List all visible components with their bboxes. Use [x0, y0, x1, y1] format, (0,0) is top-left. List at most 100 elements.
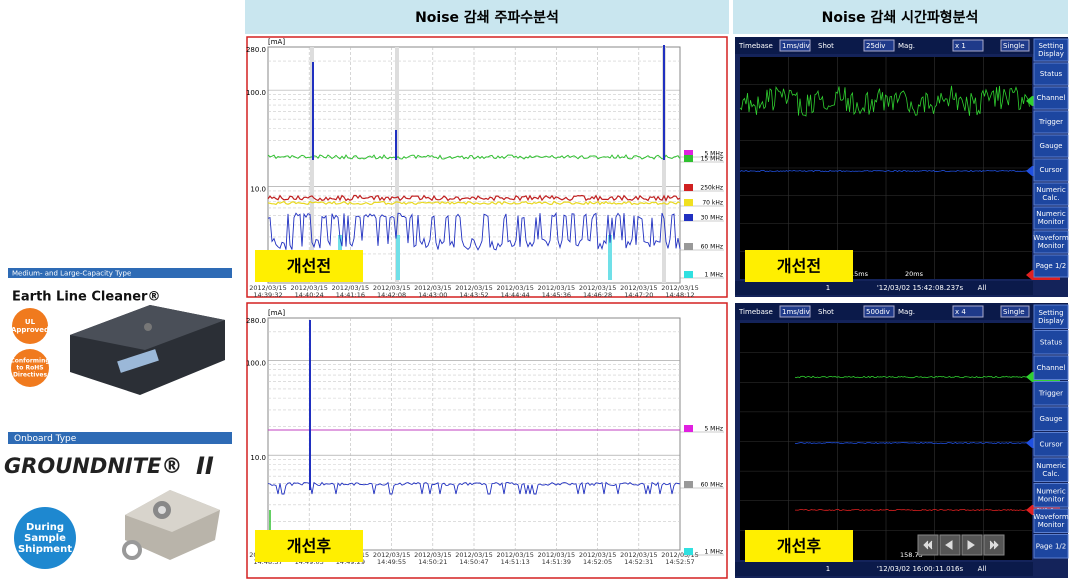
menu-button	[1033, 330, 1069, 355]
x-time-label: 14:52:31	[624, 558, 653, 566]
x-date-label: 2012/03/15	[373, 551, 410, 559]
menu-text: Setting	[1038, 42, 1063, 50]
toolbar-text: Single	[1003, 42, 1025, 50]
toolbar-box	[1000, 39, 1030, 52]
type-label: Onboard Type	[14, 434, 77, 444]
y-tick-label: 100.0	[246, 89, 266, 97]
menu-button	[1033, 110, 1069, 134]
legend-swatch	[684, 243, 693, 250]
trace	[267, 200, 681, 206]
x-time-label: 14:52:57	[665, 558, 694, 566]
toolbar-text: Single	[1003, 308, 1025, 316]
time-label: 15ms	[850, 270, 869, 278]
toolbar-text: Mag.	[898, 42, 915, 50]
x-time-label: 14:51:13	[501, 558, 530, 566]
section-header	[245, 0, 729, 34]
menu-button	[1033, 86, 1069, 110]
section-title: Noise 감쇄 시간파형분석	[822, 9, 979, 26]
time-label: 158.75	[900, 551, 923, 559]
x-time-label: 14:49:55	[377, 558, 406, 566]
menu-text: Display	[1038, 317, 1064, 325]
x-time-label: 14:45:36	[542, 291, 571, 299]
nav-icon	[967, 540, 975, 550]
menu-text: Page 1/2	[1036, 542, 1066, 550]
status-tag	[255, 250, 363, 282]
status-label: 개선후	[287, 537, 331, 556]
x-time-label: 14:47:20	[624, 291, 653, 299]
menu-text: Cursor	[1039, 166, 1062, 174]
badge-text: Directives	[13, 372, 48, 379]
menu-text: Channel	[1037, 364, 1066, 372]
toolbar-text: Timebase	[738, 42, 773, 50]
status-tag	[745, 250, 853, 282]
status-text: All	[978, 565, 987, 573]
legend-swatch	[684, 271, 693, 278]
menu-button	[1033, 355, 1069, 380]
menu-text: Numeric	[1036, 210, 1066, 218]
badge	[14, 507, 76, 569]
menu-text: Numeric	[1036, 186, 1066, 194]
legend-label: 5 MHz	[704, 151, 723, 158]
menu-button	[1033, 62, 1069, 86]
menu-text: Setting	[1038, 309, 1063, 317]
nav-icon	[945, 540, 953, 550]
menu-button	[1033, 134, 1069, 158]
x-date-label: 2012/03/15	[579, 551, 616, 559]
legend-label: 15 MHz	[701, 156, 723, 163]
status-bar	[735, 562, 1033, 576]
menu-text: Calc.	[1042, 194, 1059, 202]
x-time-label: 14:52:05	[583, 558, 612, 566]
status-label: 개선전	[777, 257, 821, 276]
menu-text: Trigger	[1038, 118, 1063, 126]
toolbar	[735, 37, 1068, 54]
x-date-label: 2012/03/15	[579, 284, 616, 292]
x-date-label: 2012/03/15	[373, 284, 410, 292]
menu-button	[1033, 38, 1069, 62]
status-text: All	[978, 284, 987, 292]
menu-button	[1033, 432, 1069, 457]
x-date-label: 2012/03/15	[496, 551, 533, 559]
toolbar-box	[952, 39, 984, 52]
status-label: 개선후	[777, 537, 821, 556]
x-time-label: 14:41:16	[336, 291, 365, 299]
badge-text: Sample	[24, 533, 66, 544]
badge-text: to RoHS	[16, 365, 43, 372]
x-date-label: 2012/03/15	[414, 551, 451, 559]
legend-label: 5 MHz	[704, 426, 723, 433]
marker-band	[395, 47, 399, 283]
toolbar-text: 1ms/div	[782, 42, 810, 50]
menu-text: Waveform	[1033, 513, 1069, 521]
marker-band	[608, 235, 612, 280]
menu-text: Page 1/2	[1036, 262, 1066, 270]
legend-label: 60 MHz	[701, 244, 723, 251]
legend-swatch	[684, 214, 693, 221]
trace	[794, 375, 1030, 379]
x-date-label: 2012/03/15	[455, 284, 492, 292]
toolbar-box	[863, 305, 895, 318]
menu-text: Monitor	[1038, 495, 1065, 503]
nav-icon	[923, 540, 933, 550]
unit-label: [mA]	[268, 309, 285, 317]
toolbar-box	[779, 305, 811, 318]
x-time-label: 14:43:52	[459, 291, 488, 299]
menu-button	[1033, 158, 1069, 182]
toolbar-box	[1000, 305, 1030, 318]
legend-swatch	[684, 481, 693, 488]
trace	[267, 212, 681, 251]
status-text: 1	[826, 284, 830, 292]
marker-band	[662, 47, 666, 283]
x-time-label: 14:51:39	[542, 558, 571, 566]
menu-button	[1033, 508, 1069, 533]
toolbar-box	[952, 305, 984, 318]
x-date-label: 2012/03/15	[249, 284, 286, 292]
legend-swatch	[684, 155, 693, 162]
x-time-label: 14:48:12	[665, 291, 694, 299]
x-date-label: 2012/03/15	[620, 551, 657, 559]
section-header	[733, 0, 1068, 34]
device-image	[122, 490, 220, 560]
legend-label: 1 MHz	[704, 272, 723, 279]
menu-text: Display	[1038, 50, 1064, 58]
toolbar-text: Shot	[818, 308, 834, 316]
badge-text: Shipment	[18, 544, 72, 555]
